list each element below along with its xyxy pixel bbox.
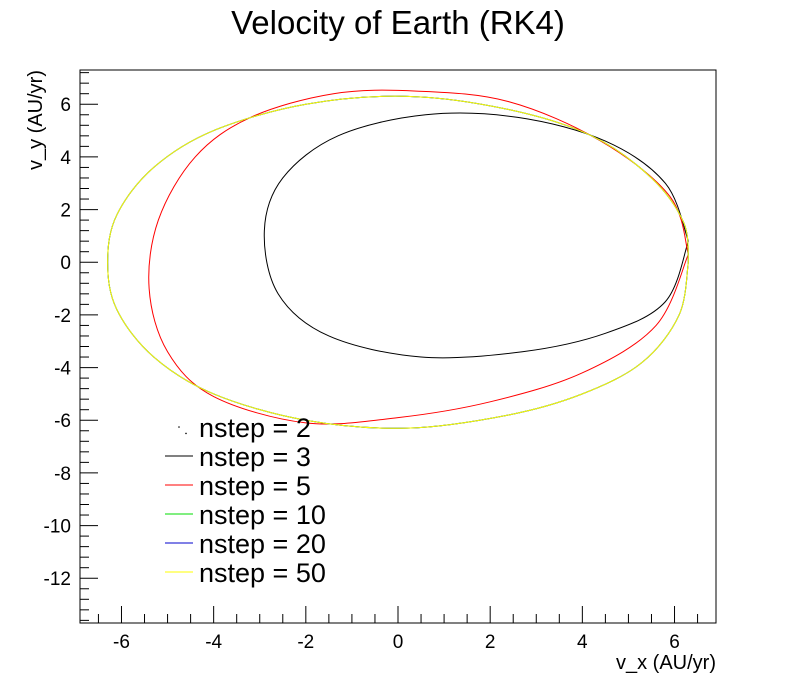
x-tick-label: 6 (669, 632, 680, 653)
y-tick-label: 6 (60, 95, 71, 116)
y-tick-label: -4 (54, 359, 71, 380)
y-tick-label: -8 (54, 464, 71, 485)
y-tick-label: 4 (60, 148, 71, 169)
y-axis-label: v_y (AU/yr) (25, 70, 47, 170)
y-tick-label: -12 (44, 569, 71, 590)
y-tick-label: -6 (54, 411, 71, 432)
series-line-nstep-50 (107, 95, 689, 429)
y-tick-label: 2 (60, 201, 71, 222)
legend-label-nstep-3: nstep = 3 (199, 442, 311, 472)
x-tick-label: 0 (393, 632, 404, 653)
legend-label-nstep-50: nstep = 50 (199, 558, 326, 588)
chart-title: Velocity of Earth (RK4) (231, 4, 565, 41)
legend-label-nstep-2: nstep = 2 (199, 413, 311, 443)
legend-label-nstep-10: nstep = 10 (199, 500, 326, 530)
x-tick-label: 2 (485, 632, 496, 653)
series-point-nstep-2 (185, 432, 187, 435)
y-axis: -12 -10 -8 -6 -4 -2 0 2 4 6 (44, 72, 98, 621)
x-tick-label: 4 (577, 632, 588, 653)
series-line-nstep-10 (107, 95, 689, 429)
y-tick-label: 0 (60, 253, 71, 274)
legend-label-nstep-20: nstep = 20 (199, 529, 326, 559)
series-line-nstep-5 (148, 89, 689, 425)
legend-label-nstep-5: nstep = 5 (199, 471, 311, 501)
x-axis-label: v_x (AU/yr) (616, 652, 716, 674)
x-tick-label: -4 (205, 632, 222, 653)
x-axis: -6 -4 -2 0 2 4 6 (97, 606, 699, 653)
y-tick-label: -10 (44, 517, 71, 538)
y-tick-label: -2 (54, 306, 71, 327)
series-line-nstep-3 (263, 112, 689, 359)
legend-marker-nstep-2 (178, 426, 180, 428)
x-tick-label: -6 (113, 632, 130, 653)
x-tick-label: -2 (297, 632, 314, 653)
series-line-nstep-20 (107, 95, 689, 429)
series-layer (107, 89, 689, 435)
